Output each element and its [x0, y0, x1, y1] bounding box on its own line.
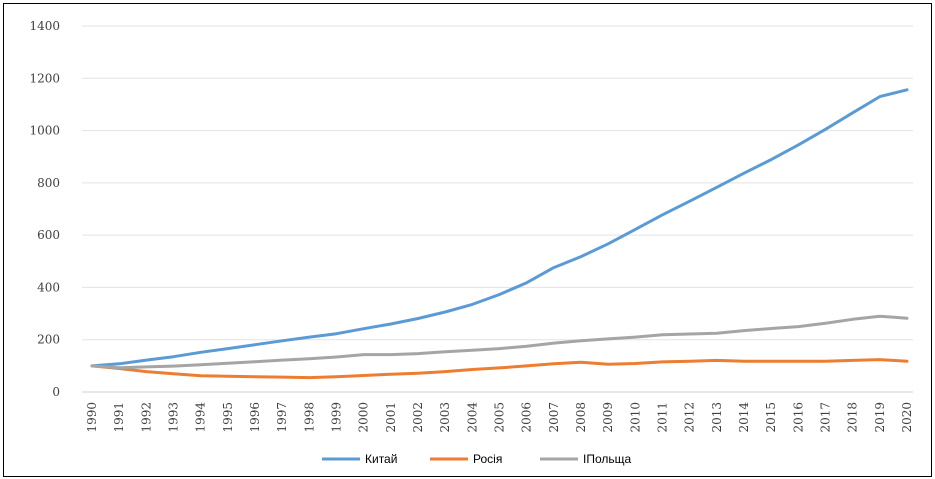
x-tick-label: 2007 — [547, 402, 561, 433]
x-tick-label: 2001 — [384, 402, 398, 433]
y-tick-label: 1200 — [29, 71, 60, 85]
series-line-0 — [90, 88, 909, 368]
x-tick-label: 1997 — [275, 402, 289, 433]
legend: Китай Росія ІПольща — [322, 452, 631, 466]
x-tick-label: 2004 — [465, 402, 479, 433]
y-tick-label: 1000 — [29, 124, 60, 138]
x-tick-label: 2000 — [357, 402, 371, 433]
x-tick-label: 2009 — [601, 402, 615, 433]
x-tick-label: 1999 — [330, 402, 344, 433]
series-line-1 — [90, 358, 909, 380]
x-tick-label: 2005 — [493, 402, 507, 433]
x-tick-label: 2003 — [438, 402, 452, 433]
x-tick-label: 2006 — [520, 402, 534, 433]
x-tick-label: 2015 — [764, 402, 778, 433]
series-lines — [90, 88, 909, 380]
x-tick-label: 1992 — [139, 402, 153, 433]
series-line-2 — [90, 314, 909, 370]
y-tick-label: 0 — [52, 385, 60, 399]
y-axis-ticks: 0 200 400 600 800 1000 1200 1400 — [29, 19, 60, 399]
legend-label-1: Росія — [473, 452, 502, 466]
chart-frame — [3, 3, 932, 477]
y-tick-label: 600 — [37, 228, 60, 242]
legend-label-0: Китай — [365, 452, 397, 466]
x-tick-label: 1995 — [221, 402, 235, 433]
x-tick-label: 2013 — [710, 402, 724, 433]
x-tick-label: 2017 — [819, 402, 833, 433]
x-tick-label: 1996 — [248, 402, 262, 433]
x-tick-label: 1993 — [167, 402, 181, 433]
y-tick-label: 1400 — [29, 19, 60, 33]
x-tick-label: 1990 — [85, 402, 99, 433]
x-tick-label: 1991 — [112, 402, 126, 433]
x-axis-ticks: 1990 1991 1992 1993 1994 1995 1996 1997 1998 1999… — [85, 402, 914, 433]
y-tick-label: 800 — [37, 176, 60, 190]
x-tick-label: 2016 — [791, 402, 805, 433]
x-tick-label: 1998 — [302, 402, 316, 433]
y-tick-label: 400 — [37, 280, 60, 294]
x-tick-label: 2012 — [683, 402, 697, 433]
x-tick-label: 2010 — [628, 402, 642, 433]
x-tick-label: 2008 — [574, 402, 588, 433]
x-tick-label: 2019 — [873, 402, 887, 433]
legend-label-2: ІПольща — [583, 452, 631, 466]
x-tick-label: 2018 — [846, 402, 860, 433]
x-tick-label: 2014 — [737, 402, 751, 433]
gridlines — [82, 25, 913, 393]
x-tick-label: 1994 — [194, 402, 208, 433]
x-tick-label: 2011 — [656, 402, 670, 433]
x-tick-label: 2020 — [900, 402, 914, 433]
x-tick-label: 2002 — [411, 402, 425, 433]
y-tick-label: 200 — [37, 333, 60, 347]
